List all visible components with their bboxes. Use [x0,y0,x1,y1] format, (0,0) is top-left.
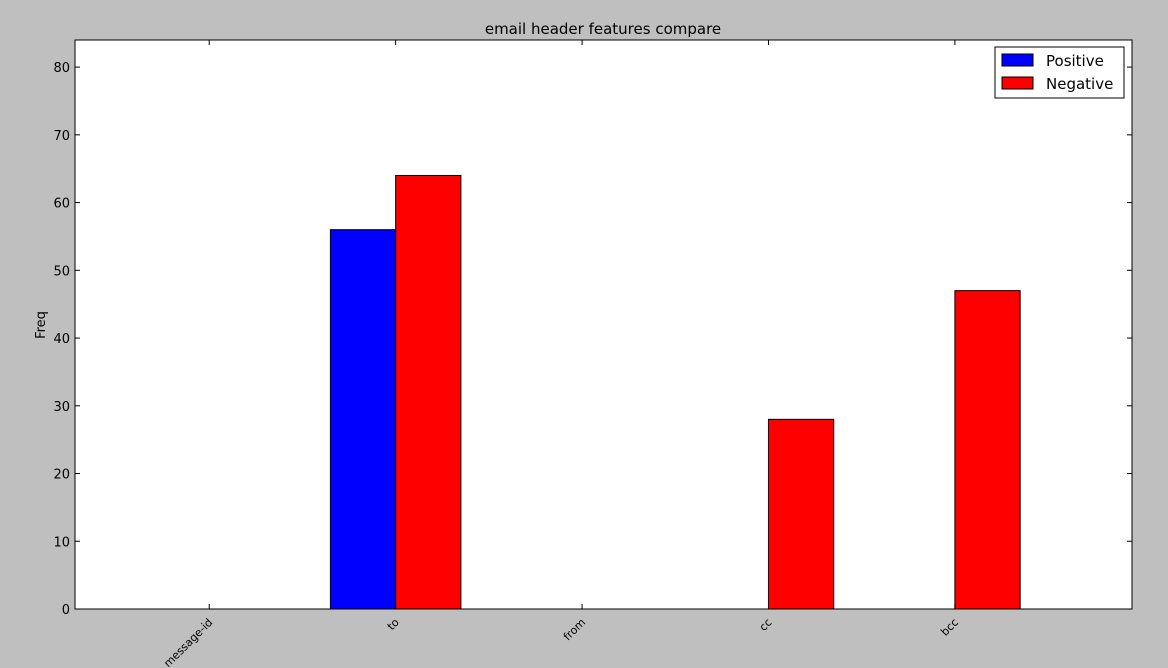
legend-label-positive: Positive [1046,52,1104,70]
x-tick-label-from: from [561,616,588,643]
legend: Positive Negative [994,46,1125,99]
y-tick-label: 20 [53,468,70,483]
legend-swatch-negative [1001,76,1034,90]
y-axis-title: Freq [34,311,49,339]
x-tick-label-message-id: message-id [161,616,215,668]
x-tick-label-bcc: bcc [938,616,961,639]
bar-positive-to [329,229,397,610]
y-tick-label: 30 [53,400,70,415]
bar-negative-to [395,174,462,610]
bars-layer [329,174,1021,610]
chart-title: email header features compare [485,20,721,38]
ticks-layer: 0 10 20 30 40 50 60 70 80 message-id to from cc bcc [53,40,1132,668]
y-tick-label: 10 [53,535,70,550]
bar-negative-bcc [954,290,1021,610]
legend-swatch-positive [1001,53,1034,67]
y-tick-label: 80 [53,61,70,76]
bar-negative-cc [767,418,835,610]
y-tick-label: 70 [53,129,70,144]
y-tick-label: 40 [53,332,70,347]
y-tick-label: 60 [53,197,70,212]
x-tick-label-to: to [385,616,402,633]
y-tick-label: 50 [53,264,70,279]
x-tick-label-cc: cc [757,616,775,634]
plot-frame [74,39,1133,610]
y-tick-label: 0 [62,603,70,618]
legend-label-negative: Negative [1046,75,1113,93]
